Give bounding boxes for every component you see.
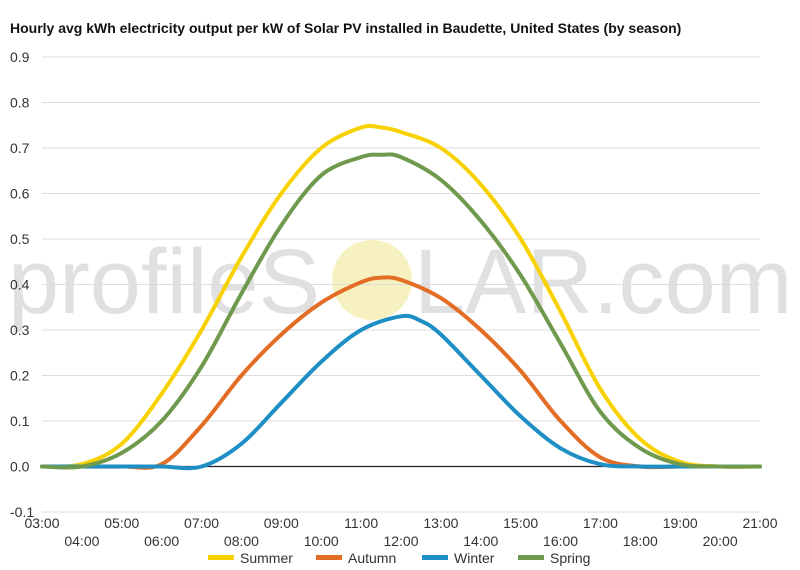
- series-line-summer: [40, 123, 762, 469]
- y-tick-label: 0.2: [10, 368, 30, 384]
- legend: Summer Autumn Winter Spring: [208, 550, 590, 566]
- x-tick-label: 14:00: [463, 533, 498, 549]
- x-tick-label: 17:00: [583, 515, 618, 531]
- x-tick-label: 10:00: [304, 533, 339, 549]
- x-tick-label: 08:00: [224, 533, 259, 549]
- legend-label: Winter: [454, 550, 495, 566]
- y-tick-label: 0.7: [10, 140, 30, 156]
- legend-label: Autumn: [348, 550, 396, 566]
- x-tick-label: 18:00: [623, 533, 658, 549]
- x-tick-label: 16:00: [543, 533, 578, 549]
- y-tick-label: 0.9: [10, 49, 30, 65]
- x-tick-label: 07:00: [184, 515, 219, 531]
- series-group: [40, 123, 762, 471]
- series-line-spring: [40, 152, 762, 470]
- x-tick-label: 06:00: [144, 533, 179, 549]
- x-tick-label: 13:00: [423, 515, 458, 531]
- x-tick-label: 15:00: [503, 515, 538, 531]
- y-tick-label: -0.1: [10, 504, 34, 520]
- x-tick-label: 20:00: [703, 533, 738, 549]
- legend-swatch: [422, 555, 448, 560]
- legend-swatch: [208, 555, 234, 560]
- watermark-text-left: profileS: [8, 231, 320, 333]
- y-tick-label: 0.1: [10, 413, 30, 429]
- legend-item-winter[interactable]: Winter: [422, 550, 495, 566]
- y-tick-label: 0.8: [10, 95, 30, 111]
- legend-swatch: [316, 555, 342, 560]
- y-tick-label: 0.3: [10, 322, 30, 338]
- x-tick-label: 12:00: [383, 533, 418, 549]
- legend-item-summer[interactable]: Summer: [208, 550, 293, 566]
- watermark: profileS LAR.com: [8, 231, 792, 333]
- x-tick-label: 09:00: [264, 515, 299, 531]
- legend-label: Spring: [550, 550, 590, 566]
- x-tick-label: 11:00: [344, 515, 378, 531]
- legend-item-spring[interactable]: Spring: [518, 550, 590, 566]
- x-tick-label: 04:00: [64, 533, 99, 549]
- legend-swatch: [518, 555, 544, 560]
- legend-label: Summer: [240, 550, 293, 566]
- x-tick-label: 19:00: [663, 515, 698, 531]
- x-tick-label: 21:00: [742, 515, 777, 531]
- y-tick-label: 0.6: [10, 186, 30, 202]
- y-axis: -0.1 0.0 0.1 0.2 0.3 0.4 0.5 0.6 0.7 0.8 0.9: [10, 49, 34, 520]
- y-tick-label: 0.0: [10, 459, 30, 475]
- y-tick-label: 0.5: [10, 231, 30, 247]
- x-tick-label: 03:00: [24, 515, 59, 531]
- y-tick-label: 0.4: [10, 277, 30, 293]
- x-axis: 03:00 04:00 05:00 06:00 07:00 08:00 09:00 10:00…: [24, 515, 777, 549]
- x-tick-label: 05:00: [104, 515, 139, 531]
- chart-title: Hourly avg kWh electricity output per kW…: [10, 20, 681, 36]
- series-line-winter: [40, 313, 762, 471]
- gridlines: [42, 56, 760, 513]
- watermark-text-right: LAR.com: [414, 231, 792, 333]
- legend-item-autumn[interactable]: Autumn: [316, 550, 396, 566]
